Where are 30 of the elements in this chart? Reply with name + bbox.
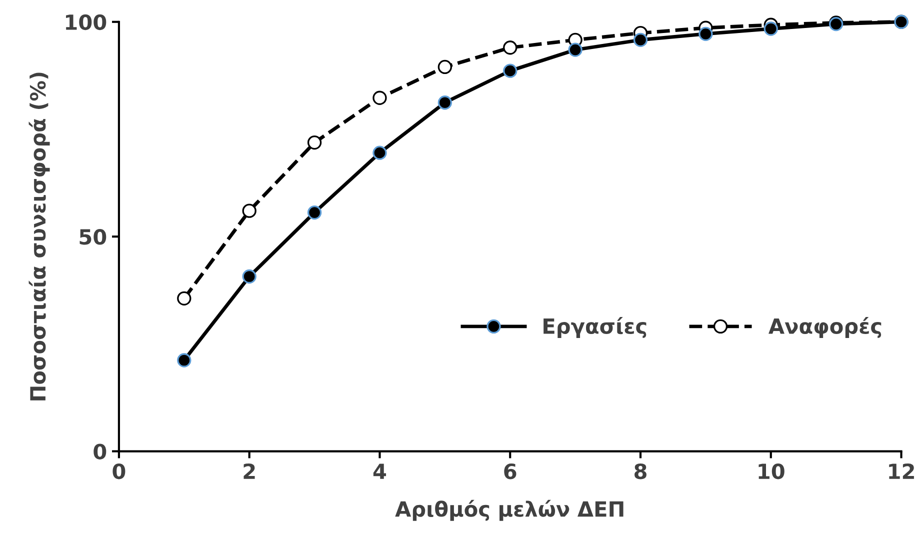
point	[307, 135, 322, 150]
point	[698, 26, 713, 41]
x-tick-label: 10	[758, 463, 784, 480]
x-tick-label: 6	[504, 463, 516, 480]
point	[764, 22, 778, 36]
point	[242, 269, 256, 284]
x-tick-label: 8	[634, 463, 646, 480]
x-tick-label: 12	[889, 463, 914, 479]
y-tick-label: 0	[94, 444, 106, 460]
point	[177, 353, 192, 368]
point	[177, 291, 192, 306]
legend-label: Αναφορές	[768, 317, 882, 338]
point	[242, 204, 256, 218]
y-axis-title: Ποσοστιαία συνεισφορά (%)	[28, 72, 50, 400]
point	[503, 40, 518, 55]
point	[372, 90, 387, 105]
legend-label: Εργασίες	[544, 317, 646, 338]
point	[568, 42, 582, 57]
x-tick-label: 4	[373, 464, 386, 479]
point	[307, 205, 322, 220]
point	[372, 146, 387, 160]
y-tick-label: 100	[66, 14, 106, 30]
x-tick-label: 2	[244, 463, 255, 479]
x-axis-title: Αριθμός μελών ΔΕΠ	[395, 500, 624, 521]
x-tick-label: 0	[112, 463, 126, 480]
point	[438, 96, 452, 110]
y-tick-label: 50	[80, 229, 106, 245]
point	[438, 60, 452, 74]
point	[503, 64, 518, 78]
point	[633, 32, 648, 47]
